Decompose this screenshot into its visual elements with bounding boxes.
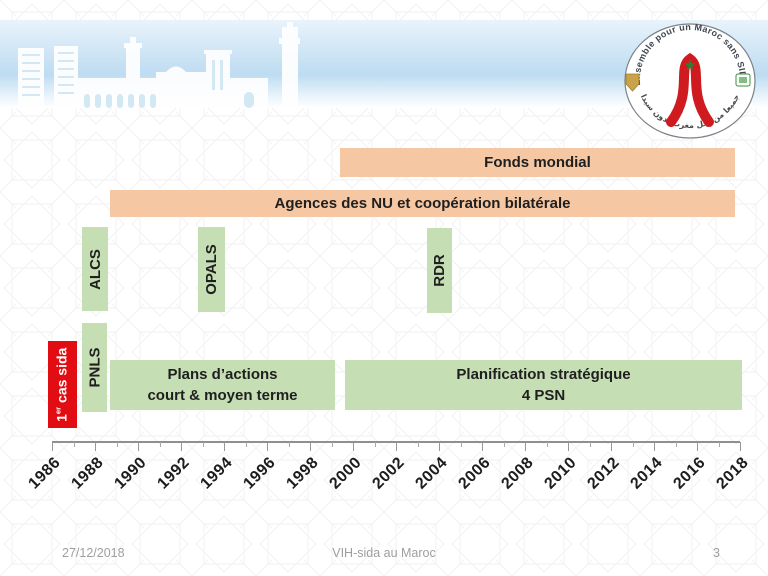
axis-tick: [546, 442, 548, 447]
logo-circle: [624, 23, 756, 139]
bar-pnls: PNLS: [82, 323, 107, 412]
axis-tick: [116, 442, 118, 447]
bar-agences-nu-label: Agences des NU et coopération bilatérale: [274, 195, 571, 212]
axis-tick: [374, 442, 376, 447]
axis-tick: [245, 442, 247, 447]
bar-fonds-mondial-label: Fonds mondial: [484, 154, 591, 171]
axis-tick: [654, 442, 655, 451]
axis-tick: [568, 442, 569, 451]
axis-tick: [632, 442, 634, 447]
axis-tick: [675, 442, 677, 447]
axis-tick: [718, 442, 720, 447]
axis-tick: [589, 442, 591, 447]
axis-tick: [482, 442, 483, 451]
bar-fonds-mondial: Fonds mondial: [340, 148, 735, 177]
slide-date: 27/12/2018: [62, 546, 125, 560]
axis-tick: [331, 442, 333, 447]
bar-plans-actions: Plans d’actions court & moyen terme: [110, 360, 335, 410]
bar-planification-strategique-label: Planification stratégique 4 PSN: [456, 366, 631, 404]
city-skyline-graphic: [18, 22, 300, 108]
axis-tick: [503, 442, 505, 447]
axis-tick: [353, 442, 354, 451]
axis-tick: [52, 442, 53, 451]
axis-tick: [73, 442, 75, 447]
logo-right-emblem: [735, 73, 751, 87]
axis-tick: [611, 442, 612, 451]
axis-tick: [460, 442, 462, 447]
slide-page-number: 3: [713, 546, 720, 560]
axis-tick: [288, 442, 290, 447]
axis-tick: [417, 442, 419, 447]
bar-premier-cas-sida: 1er cas sida: [48, 341, 77, 428]
bar-premier-cas-sida-label: 1er cas sida: [53, 347, 70, 422]
axis-tick: [95, 442, 96, 451]
axis-tick: [181, 442, 182, 451]
axis-tick: [439, 442, 440, 451]
bar-rdr-label: RDR: [431, 254, 448, 287]
bar-planification-strategique: Planification stratégique 4 PSN: [345, 360, 742, 410]
slide-title: VIH-sida au Maroc: [332, 546, 436, 560]
axis-tick: [525, 442, 526, 451]
bar-alcs: ALCS: [82, 227, 108, 311]
axis-tick: [697, 442, 698, 451]
axis-tick: [310, 442, 311, 451]
axis-tick: [224, 442, 225, 451]
logo-left-emblem: [625, 73, 640, 92]
axis-line: [52, 441, 740, 443]
axis-tick: [267, 442, 268, 451]
timeline-axis: 1986 1988 1990 1992 1994 1996 1998 2000 2002 2004…: [25, 441, 752, 511]
axis-tick: [202, 442, 204, 447]
axis-tick: [396, 442, 397, 451]
bar-agences-nu: Agences des NU et coopération bilatérale: [110, 190, 735, 217]
association-logo: Ensemble pour un Maroc sans SIDA جميعا م…: [622, 22, 758, 145]
axis-tick: [740, 442, 741, 451]
bar-pnls-label: PNLS: [86, 347, 104, 388]
axis-tick: [159, 442, 161, 447]
red-ribbon-icon: [666, 52, 714, 127]
bar-plans-actions-label: Plans d’actions court & moyen terme: [147, 366, 298, 404]
bar-opals-label: OPALS: [203, 244, 220, 295]
bar-rdr: RDR: [427, 228, 452, 313]
axis-tick: [138, 442, 139, 451]
bar-alcs-label: ALCS: [86, 248, 104, 290]
bar-opals: OPALS: [198, 227, 225, 312]
